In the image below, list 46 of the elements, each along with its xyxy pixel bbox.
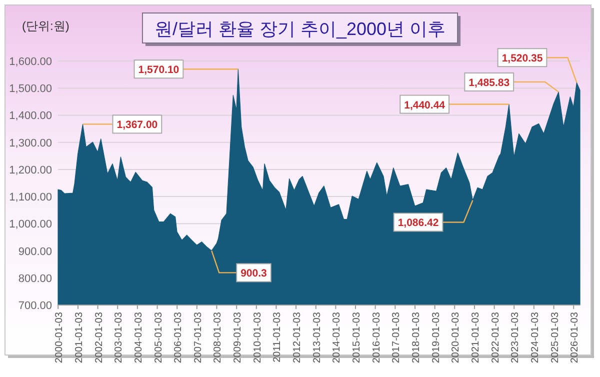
x-tick-label: 2012-01-03 <box>292 312 304 364</box>
x-tick-label: 2024-01-03 <box>530 312 541 364</box>
x-tick-label: 2025-01-03 <box>550 312 561 364</box>
y-tick-label: 800.00 <box>18 272 52 285</box>
y-tick-label: 1,000.00 <box>9 218 52 231</box>
x-tick-label: 2019-01-03 <box>430 312 442 364</box>
x-tick-label: 2002-01-03 <box>94 312 105 364</box>
x-tick-label: 2022-01-03 <box>490 312 502 364</box>
x-tick-label: 2023-01-03 <box>510 312 522 364</box>
y-tick-label: 700.00 <box>18 300 52 312</box>
x-tick-label: 2016-01-03 <box>371 312 382 364</box>
annotation: 1,367.00 <box>116 119 158 132</box>
x-tick-label: 2018-01-03 <box>410 312 422 364</box>
x-tick-label: 2003-01-03 <box>114 312 125 364</box>
chart-title: 원/달러 환율 장기 추이_2000년 이후 <box>154 19 446 39</box>
x-tick-label: 2005-01-03 <box>153 312 164 364</box>
x-tick-label: 2006-01-03 <box>173 312 184 364</box>
x-tick-label: 2020-01-03 <box>450 312 462 364</box>
x-tick-label: 2010-01-03 <box>252 312 264 364</box>
annotation: 1,520.35 <box>502 52 543 65</box>
y-axis-title: (단위:원) <box>22 19 70 33</box>
x-tick-label: 2008-01-03 <box>212 312 224 364</box>
x-tick-label: 2007-01-03 <box>192 312 204 364</box>
annotation: 1,086.42 <box>398 217 439 230</box>
y-tick-label: 900.00 <box>18 246 52 258</box>
y-tick-label: 1,200.00 <box>9 164 52 176</box>
y-tick-label: 1,500.00 <box>9 83 52 96</box>
x-tick-label: 2001-01-03 <box>74 312 85 364</box>
x-tick-label: 2026-01-03 <box>570 312 581 364</box>
x-tick-label: 2014-01-03 <box>332 312 343 364</box>
annotation: 1,485.83 <box>468 76 510 89</box>
y-tick-label: 1,600.00 <box>9 56 52 68</box>
x-tick-label: 2000-01-03 <box>54 312 66 364</box>
x-tick-label: 2017-01-03 <box>391 312 402 364</box>
x-tick-label: 2013-01-03 <box>312 312 323 364</box>
annotation: 1,570.10 <box>138 64 180 76</box>
annotation: 900.3 <box>240 268 268 280</box>
x-tick-label: 2009-01-03 <box>232 312 244 364</box>
x-tick-label: 2004-01-03 <box>133 312 144 364</box>
x-tick-label: 2015-01-03 <box>352 312 363 364</box>
y-tick-label: 1,400.00 <box>9 110 52 122</box>
x-tick-label: 2011-01-03 <box>272 312 284 362</box>
y-tick-label: 1,300.00 <box>9 137 52 150</box>
annotation: 1,440.44 <box>404 99 446 112</box>
y-tick-label: 1,100.00 <box>9 192 52 204</box>
x-tick-label: 2021-01-03 <box>470 312 482 364</box>
